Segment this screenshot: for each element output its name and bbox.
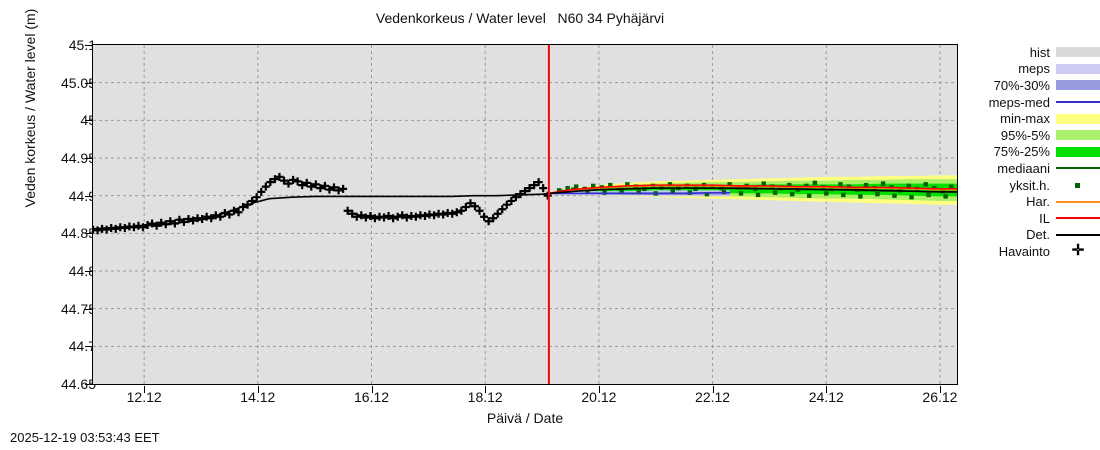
legend-item-yksit-h: yksit.h. [960, 177, 1100, 194]
legend-line-icon [1056, 101, 1100, 104]
y-tick-mark [85, 308, 92, 310]
legend-item-label: yksit.h. [1009, 177, 1050, 193]
x-tick-mark [826, 386, 828, 393]
legend-item-meps: meps [960, 61, 1100, 78]
y-tick-label: 44.7 [68, 338, 96, 355]
plot-area [92, 44, 958, 385]
legend-swatch-icon [1056, 130, 1100, 141]
x-tick-label: 26.12 [922, 389, 958, 405]
legend-item-label: Har. [1026, 194, 1050, 210]
legend-key [1056, 45, 1100, 59]
y-tick-label: 45.1 [68, 37, 96, 53]
chart-legend: hist meps 70%-30% meps-med min-max 95%-5% 75%-… [960, 44, 1100, 260]
legend-swatch-icon [1056, 146, 1100, 157]
legend-key [1056, 112, 1100, 126]
legend-swatch-icon [1056, 63, 1100, 74]
legend-key [1056, 195, 1100, 209]
y-tick-mark [85, 195, 92, 197]
legend-swatch-icon [1056, 80, 1100, 91]
x-tick-label: 16.12 [353, 389, 390, 405]
legend-swatch-icon [1056, 113, 1100, 124]
legend-item-har: Har. [960, 193, 1100, 210]
legend-key [1056, 62, 1100, 76]
legend-item-label: 70%-30% [993, 77, 1050, 93]
legend-item-meps-med: meps-med [960, 94, 1100, 111]
legend-item-det: Det. [960, 227, 1100, 244]
legend-line-icon [1056, 200, 1100, 203]
legend-line-icon [1056, 167, 1100, 170]
x-tick-mark [939, 386, 941, 393]
y-tick-mark [85, 233, 92, 235]
x-tick-label: 20.12 [581, 389, 617, 405]
legend-key [1056, 78, 1100, 92]
legend-key [1056, 161, 1100, 175]
x-tick-mark [371, 386, 373, 393]
legend-key: ✛ [1056, 242, 1100, 260]
x-tick-label: 18.12 [467, 389, 503, 405]
legend-item-label: meps [1018, 61, 1050, 77]
legend-item-hist: hist [960, 44, 1100, 61]
y-tick-label: 44.75 [60, 300, 96, 317]
legend-item-label: mediaani [997, 160, 1050, 176]
y-tick-label: 44.9 [68, 187, 96, 204]
legend-key [1056, 178, 1100, 192]
legend-item-75-25: 75%-25% [960, 144, 1100, 161]
x-tick-mark [144, 386, 146, 393]
y-tick-label: 44.95 [60, 150, 96, 166]
legend-item-label: meps-med [988, 94, 1050, 110]
legend-item-min-max: min-max [960, 110, 1100, 127]
generated-timestamp: 2025-12-19 03:53:43 EET [10, 430, 160, 445]
x-tick-mark [485, 386, 487, 393]
y-tick-label: 45.05 [60, 74, 96, 91]
y-tick-mark [85, 158, 92, 159]
legend-item-label: Havainto [998, 243, 1050, 259]
x-tick-label: 22.12 [695, 389, 731, 405]
legend-item-label: min-max [1000, 111, 1050, 127]
legend-item-il: IL [960, 210, 1100, 227]
x-tick-label: 24.12 [808, 389, 844, 405]
y-tick-mark [85, 346, 92, 348]
y-axis-label: Veden korkeus / Water level (m) [22, 8, 38, 208]
x-tick-mark [598, 386, 600, 393]
legend-line-icon [1056, 233, 1100, 236]
legend-item-95-5: 95%-5% [960, 127, 1100, 144]
legend-item-label: hist [1029, 44, 1050, 60]
legend-item-mediaani: mediaani [960, 160, 1100, 177]
legend-plus-icon: ✛ [1071, 242, 1085, 260]
y-tick-mark [85, 82, 92, 84]
legend-key [1056, 95, 1100, 109]
legend-line-icon [1056, 217, 1100, 220]
plot-canvas [93, 45, 957, 384]
y-tick-mark [85, 120, 92, 122]
x-axis-label: Päivä / Date [486, 410, 564, 426]
legend-key [1056, 228, 1100, 242]
y-tick-label: 44.8 [68, 263, 96, 279]
y-tick-mark [85, 384, 92, 385]
y-tick-mark [85, 271, 92, 272]
legend-item-label: 95%-5% [1000, 127, 1050, 143]
x-tick-mark [712, 386, 714, 393]
chart-title: Vedenkorkeus / Water level N60 34 Pyhäjä… [375, 10, 665, 26]
legend-key [1056, 128, 1100, 142]
legend-key [1056, 145, 1100, 159]
x-tick-mark [257, 386, 259, 393]
legend-item-label: IL [1039, 210, 1050, 226]
legend-swatch-icon [1056, 47, 1100, 58]
legend-item-label: 75%-25% [993, 144, 1050, 160]
legend-key [1056, 211, 1100, 225]
y-tick-label: 44.85 [60, 225, 96, 242]
y-tick-mark [85, 45, 92, 46]
x-tick-label: 12.12 [126, 389, 162, 405]
legend-dot-icon [1075, 183, 1080, 189]
legend-item-havainto: Havainto ✛ [960, 243, 1100, 260]
y-tick-label: 44.65 [60, 376, 96, 392]
legend-item-label: Det. [1026, 227, 1050, 243]
x-tick-label: 14.12 [240, 389, 276, 405]
legend-item-70-30: 70%-30% [960, 77, 1100, 94]
